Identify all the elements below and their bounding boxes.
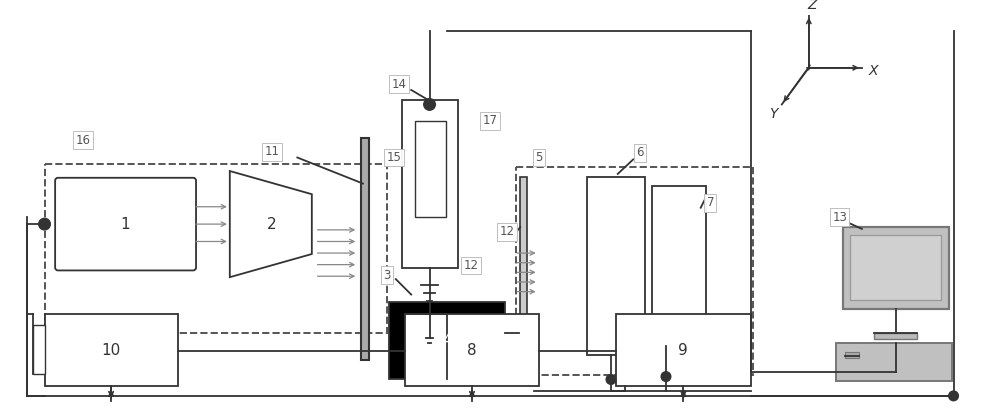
Circle shape [661, 372, 671, 381]
Text: 4: 4 [442, 333, 452, 348]
Text: 17: 17 [483, 114, 498, 127]
Text: 3: 3 [383, 269, 391, 282]
Polygon shape [230, 171, 312, 277]
Bar [836, 343, 952, 381]
Text: Z: Z [807, 0, 816, 12]
Text: 10: 10 [101, 343, 121, 358]
Bar [587, 177, 645, 355]
Bar [402, 100, 458, 268]
Bar [361, 138, 369, 360]
Text: 16: 16 [76, 134, 91, 147]
Bar [45, 314, 178, 386]
Bar [405, 314, 539, 386]
Bar [33, 326, 45, 374]
Text: 6: 6 [636, 146, 644, 159]
Circle shape [39, 218, 50, 230]
Bar [516, 167, 753, 375]
Text: 12: 12 [499, 225, 514, 238]
FancyBboxPatch shape [55, 178, 196, 270]
Bar [843, 227, 949, 309]
Text: 5: 5 [535, 151, 542, 164]
Bar [652, 186, 706, 346]
Circle shape [424, 99, 435, 110]
Text: 2: 2 [266, 217, 276, 231]
Circle shape [949, 391, 958, 401]
Text: 12: 12 [464, 259, 479, 272]
Text: 15: 15 [386, 151, 401, 164]
Text: 14: 14 [391, 78, 406, 91]
Bar [874, 333, 917, 339]
Text: 11: 11 [265, 145, 280, 158]
Bar [845, 352, 859, 358]
Circle shape [606, 375, 616, 384]
Bar [520, 177, 527, 370]
Text: 1: 1 [121, 217, 130, 231]
Bar [616, 314, 751, 386]
Bar [850, 235, 941, 300]
Text: 9: 9 [678, 343, 688, 358]
Bar [415, 121, 446, 218]
Text: 7: 7 [707, 197, 714, 210]
Bar [389, 302, 505, 380]
Text: Y: Y [769, 107, 777, 121]
Text: X: X [869, 64, 878, 78]
Text: 13: 13 [832, 211, 847, 224]
Text: 8: 8 [467, 343, 477, 358]
Bar [45, 164, 387, 333]
